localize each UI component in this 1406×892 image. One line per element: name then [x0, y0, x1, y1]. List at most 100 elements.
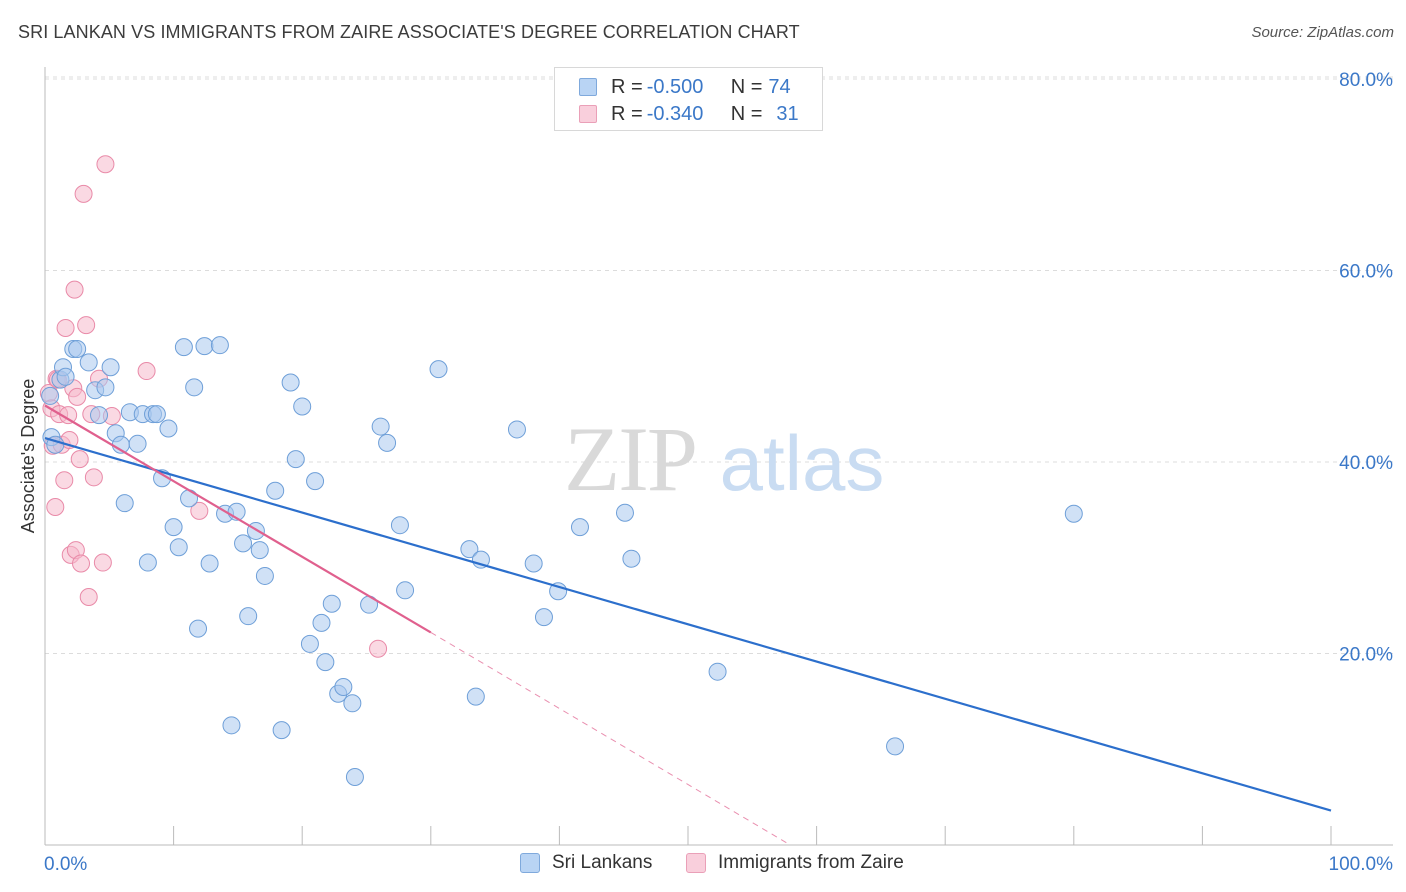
sri-lankan-point [281, 373, 300, 392]
legend-row-sri-lankans: R = -0.500 N = 74 [579, 75, 791, 99]
sri-lankan-point [570, 518, 589, 537]
zaire-point [74, 184, 93, 203]
sri-lankan-point [239, 607, 258, 626]
sri-lankan-point [286, 450, 305, 469]
zaire-point [190, 501, 209, 520]
zaire-point [72, 554, 91, 573]
sri-lankan-point [147, 405, 166, 424]
zaire-point [84, 468, 103, 487]
axes [44, 67, 1393, 846]
sri-lankan-point [534, 608, 553, 627]
chart-title: SRI LANKAN VS IMMIGRANTS FROM ZAIRE ASSO… [18, 22, 800, 42]
legend-n-value: 74 [768, 75, 791, 98]
sri-lankan-point [390, 516, 409, 535]
sri-lankan-point [189, 619, 208, 638]
trend-lines [44, 404, 1332, 846]
sri-lankan-points [41, 336, 1083, 787]
x-tick-label: 100.0% [1329, 854, 1394, 875]
sri-lankan-point [195, 337, 214, 356]
y-axis-label: Associate's Degree [18, 379, 38, 534]
sri-lankan-point [293, 397, 312, 416]
legend-r-label: R = [611, 75, 643, 98]
legend-swatch-blue [579, 78, 597, 96]
sri-lankan-point [101, 358, 120, 377]
grid-lines [45, 76, 1393, 654]
stats-legend: R = -0.500 N = 74 R = -0.340 N = 31 [554, 67, 823, 131]
sri-lankan-point [90, 406, 109, 425]
sri-lankan-point [460, 540, 479, 559]
series-label-zaire: Immigrants from Zaire [718, 852, 904, 873]
sri-lankan-point [334, 678, 353, 697]
zaire-trend-line [44, 404, 432, 634]
legend-n-value: 31 [776, 102, 799, 125]
sri-lankan-point [396, 581, 415, 600]
sri-lankan-point [56, 367, 75, 386]
watermark-zip: ZIP [564, 408, 696, 510]
legend-row-zaire: R = -0.340 N = 31 [579, 102, 799, 126]
zaire-point [79, 588, 98, 607]
sri-lankan-point [622, 549, 641, 568]
sri-lankan-point [115, 494, 134, 513]
zaire-points [39, 155, 388, 658]
legend-r-value: -0.340 [646, 102, 704, 125]
legend-r-value: -0.500 [646, 75, 704, 98]
legend-n-label: N = [730, 75, 763, 98]
series-label-sri-lankans: Sri Lankans [552, 852, 653, 873]
sri-lankan-point [164, 518, 183, 537]
watermark: ZIP atlas [564, 408, 884, 510]
zaire-point [77, 316, 96, 335]
sri-lankan-point [222, 716, 241, 735]
sri-lankan-point [200, 554, 219, 573]
sri-lankan-point [185, 378, 204, 397]
sri-lankan-point [615, 503, 634, 522]
series-legend: Sri Lankans Immigrants from Zaire [0, 852, 1406, 878]
zaire-point [68, 387, 87, 406]
source-label: Source: ZipAtlas.com [1251, 24, 1394, 41]
series-legend-zaire: Immigrants from Zaire [686, 852, 904, 874]
y-tick-label: 20.0% [1339, 645, 1393, 666]
zaire-point [369, 639, 388, 658]
series-swatch-blue [520, 853, 540, 873]
sri-lankan-point [272, 721, 291, 740]
sri-lankan-point [345, 768, 364, 787]
sri-lankan-point [306, 472, 325, 491]
sri-lankan-point [371, 417, 390, 436]
zaire-point [55, 471, 74, 490]
sri-lankan-point [180, 489, 199, 508]
y-tick-label: 40.0% [1339, 453, 1393, 474]
sri-lankan-point [79, 353, 98, 372]
sri-lankan-point [255, 566, 274, 585]
sri-lankan-point [159, 419, 178, 438]
sri-lankan-point [322, 594, 341, 613]
zaire-point [46, 498, 65, 517]
sri-lankan-point [169, 538, 188, 557]
series-swatch-pink [686, 853, 706, 873]
sri-lankan-point [708, 662, 727, 681]
sri-lankan-point [250, 541, 269, 560]
watermark-atlas: atlas [720, 419, 885, 507]
tick-labels: 20.0% 40.0% 60.0% 80.0% 0.0% 100.0% [44, 70, 1393, 875]
zaire-point [137, 362, 156, 381]
sri-lankan-point [41, 386, 60, 405]
sri-lankan-point [1064, 504, 1083, 523]
sri-lankan-point [507, 420, 526, 439]
sri-lankan-trend-line [44, 437, 1332, 812]
y-tick-label: 80.0% [1339, 70, 1393, 91]
sri-lankan-point [343, 694, 362, 713]
sri-lankan-point [128, 434, 147, 453]
sri-lankan-point [524, 554, 543, 573]
sri-lankan-point [429, 360, 448, 379]
zaire-point [70, 450, 89, 469]
legend-r-label: R = [611, 102, 643, 125]
zaire-point [93, 553, 112, 572]
sri-lankan-point [378, 433, 397, 452]
legend-n-label: N = [730, 102, 763, 125]
legend-swatch-pink [579, 105, 597, 123]
zaire-trend-extension [430, 632, 791, 846]
sri-lankan-point [886, 737, 905, 756]
sri-lankan-point [210, 336, 229, 355]
sri-lankan-point [466, 687, 485, 706]
sri-lankan-point [266, 481, 285, 500]
sri-lankan-point [96, 378, 115, 397]
